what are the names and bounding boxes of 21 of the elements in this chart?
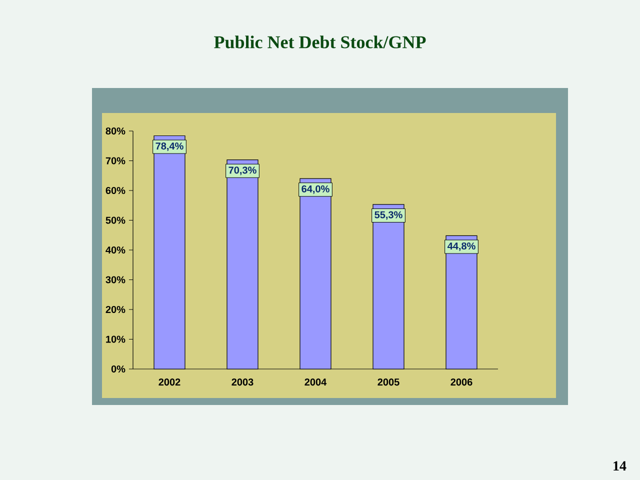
y-tick-label: 0% (111, 365, 126, 373)
y-tick-label: 10% (106, 336, 126, 343)
data-label: 55,3% (374, 211, 402, 220)
data-label: 44,8% (447, 242, 476, 251)
x-tick-label: 2003 (232, 378, 254, 386)
x-tick-label: 2004 (304, 378, 327, 386)
y-tick-label: 30% (106, 276, 126, 284)
x-tick-label: 2006 (450, 378, 472, 386)
data-label: 64,0% (302, 185, 330, 194)
text: 14 (614, 461, 626, 470)
y-tick-label: 20% (106, 306, 126, 314)
x-tick-label: 2002 (158, 378, 180, 386)
y-tick-label: 60% (106, 186, 126, 194)
y-tick-label: 40% (106, 246, 126, 254)
chart-title: Public Net Debt Stock/GNP (214, 36, 426, 48)
y-tick-label: 70% (106, 157, 126, 164)
data-label: 70,3% (228, 166, 256, 176)
y-tick-label: 80% (106, 127, 126, 135)
y-tick-label: 50% (106, 216, 126, 224)
x-tick-label: 2005 (378, 378, 400, 386)
data-label: 78,4% (156, 142, 184, 152)
